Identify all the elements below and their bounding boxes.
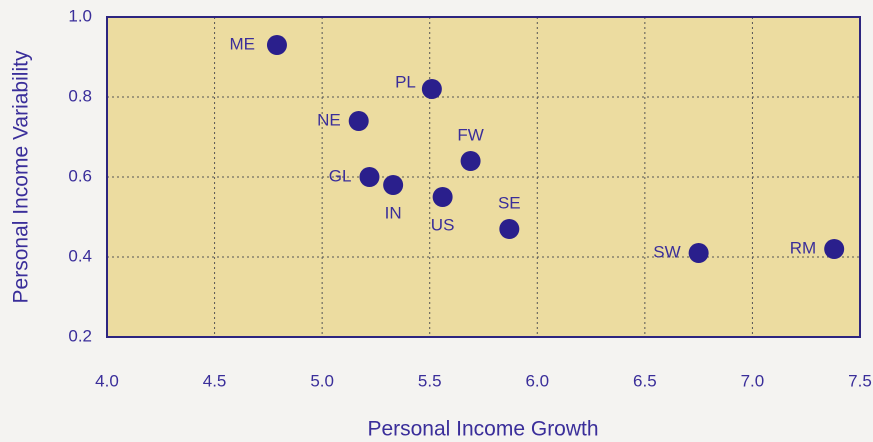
y-tick-label: 0.4 xyxy=(68,246,92,265)
x-tick-label: 5.5 xyxy=(418,371,442,390)
point-label: IN xyxy=(385,203,402,222)
x-tick-label: 6.5 xyxy=(633,371,657,390)
point xyxy=(460,151,481,171)
point xyxy=(688,243,709,263)
x-axis-title: Personal Income Growth xyxy=(367,418,598,441)
point xyxy=(266,35,287,55)
point xyxy=(499,219,520,239)
point-label: GL xyxy=(329,166,352,185)
point-label: SE xyxy=(498,193,521,212)
x-tick-label: 4.0 xyxy=(95,371,119,390)
point xyxy=(824,239,845,259)
point xyxy=(359,167,380,187)
point-label: US xyxy=(431,215,455,234)
point-label: ME xyxy=(229,34,255,53)
x-tick-label: 6.0 xyxy=(525,371,549,390)
point-label: PL xyxy=(395,72,416,91)
point-label: SW xyxy=(653,242,680,261)
point xyxy=(432,187,453,207)
y-tick-label: 0.6 xyxy=(68,166,92,185)
point xyxy=(421,79,442,99)
point xyxy=(383,175,404,195)
point-label: NE xyxy=(317,110,341,129)
y-axis-title: Personal Income Variability xyxy=(10,50,33,303)
x-tick-label: 7.0 xyxy=(741,371,765,390)
x-tick-label: 7.5 xyxy=(848,371,872,390)
point-label: FW xyxy=(457,125,483,144)
x-tick-label: 5.0 xyxy=(310,371,334,390)
y-tick-label: 1.0 xyxy=(68,6,92,25)
y-tick-label: 0.8 xyxy=(68,86,92,105)
x-tick-label: 4.5 xyxy=(203,371,227,390)
point xyxy=(348,111,369,131)
y-tick-label: 0.2 xyxy=(68,326,92,345)
point-label: RM xyxy=(790,238,816,257)
plot-frame xyxy=(106,16,861,338)
